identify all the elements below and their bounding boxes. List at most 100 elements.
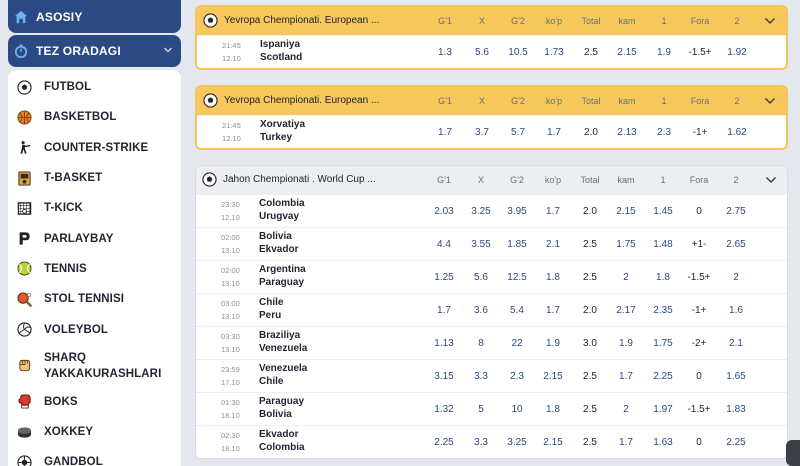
odd-cell[interactable]: 2.15 <box>616 206 636 217</box>
odd-cell[interactable]: 2.15 <box>543 437 563 448</box>
odd-cell[interactable]: 1.9 <box>546 338 560 349</box>
sidebar-item-counter-strike[interactable]: COUNTER-STRIKE <box>8 133 181 163</box>
odd-cell[interactable]: 1.62 <box>727 127 747 138</box>
odd-cell[interactable]: 1.92 <box>727 47 747 58</box>
odd-cell[interactable]: 2.25 <box>726 437 746 448</box>
odd-cell[interactable]: 1.9 <box>619 338 633 349</box>
odd-cell[interactable]: 1.83 <box>726 404 746 415</box>
odd-cell[interactable]: 1.7 <box>438 127 452 138</box>
odd-cell[interactable]: 2.35 <box>653 305 673 316</box>
odd-cell[interactable]: 2.3 <box>657 127 671 138</box>
match-row[interactable]: 23:30 12.10 Colombia Urugvay 2.03 3.25 3… <box>196 194 787 227</box>
odd-cell[interactable]: 2.15 <box>617 47 637 58</box>
odd-cell[interactable]: 3.25 <box>507 437 527 448</box>
match-row[interactable]: 02:00 13.10 Bolivia Ekvador 4.4 3.55 1.8… <box>196 227 787 260</box>
sidebar-item-gandbol[interactable]: GANDBOL <box>8 447 181 466</box>
sidebar-item-sharq-yakkakurashlari[interactable]: SHARQ YAKKAKURASHLARI <box>8 345 181 387</box>
odd-cell[interactable]: 1.3 <box>438 47 452 58</box>
odd-cell[interactable]: 3.55 <box>471 239 491 250</box>
odd-cell[interactable]: 3.3 <box>474 371 488 382</box>
match-row[interactable]: 23:59 17.10 Venezuela Chile 3.15 3.3 2.3… <box>196 359 787 392</box>
match-row[interactable]: 21:45 12.10 Xorvatiya Turkey 1.7 3.7 5.7… <box>197 115 786 148</box>
odd-cell[interactable]: 4.4 <box>437 239 451 250</box>
match-row[interactable]: 01:30 18.10 Paraguay Bolivia 1.32 5 10 1… <box>196 392 787 425</box>
odd-cell[interactable]: 1.32 <box>434 404 454 415</box>
odd-cell[interactable]: 1.7 <box>546 305 560 316</box>
match-row[interactable]: 03:30 13.10 Braziliya Venezuela 1.13 8 2… <box>196 326 787 359</box>
odd-cell[interactable]: 2.03 <box>434 206 454 217</box>
odd-cell[interactable]: 1.65 <box>726 371 746 382</box>
odd-cell[interactable]: 5.4 <box>510 305 524 316</box>
odd-cell[interactable]: 1.7 <box>547 127 561 138</box>
odd-cell[interactable]: 3.6 <box>474 305 488 316</box>
odd-cell[interactable]: 1.8 <box>546 404 560 415</box>
sidebar-item-boks[interactable]: BOKS <box>8 387 181 417</box>
odd-cell[interactable]: 2.1 <box>729 338 743 349</box>
odd-cell[interactable]: 2 <box>623 272 629 283</box>
sidebar-home[interactable]: ASOSIY <box>8 0 181 33</box>
odd-cell[interactable]: 1.25 <box>434 272 454 283</box>
odd-cell[interactable]: 2.1 <box>546 239 560 250</box>
odd-cell[interactable]: 2.15 <box>543 371 563 382</box>
chat-widget-button[interactable] <box>786 440 800 466</box>
match-row[interactable]: 03:00 13.10 Chile Peru 1.7 3.6 5.4 1.7 2… <box>196 293 787 326</box>
odd-cell[interactable]: 1.8 <box>656 272 670 283</box>
odd-cell[interactable]: 1.63 <box>653 437 673 448</box>
odd-cell[interactable]: 3.3 <box>474 437 488 448</box>
sidebar-item-basketbol[interactable]: BASKETBOL <box>8 102 181 132</box>
odd-cell[interactable]: 2 <box>733 272 739 283</box>
odd-cell[interactable]: 1.7 <box>619 371 633 382</box>
odd-cell[interactable]: 5 <box>478 404 484 415</box>
odd-cell[interactable]: 2 <box>623 404 629 415</box>
odd-cell[interactable]: 1.73 <box>544 47 564 58</box>
odd-cell[interactable]: 2.75 <box>726 206 746 217</box>
odd-cell[interactable]: 2.13 <box>617 127 637 138</box>
odd-cell[interactable]: 1.75 <box>616 239 636 250</box>
sidebar-item-t-kick[interactable]: T-KICK <box>8 193 181 223</box>
league-header[interactable]: Jahon Chempionati . World Cup ... G'1 X … <box>196 166 787 194</box>
odd-cell[interactable]: 3.15 <box>434 371 454 382</box>
odd-cell[interactable]: 1.45 <box>653 206 673 217</box>
odd-cell[interactable]: 1.85 <box>507 239 527 250</box>
odd-cell[interactable]: 10 <box>511 404 523 415</box>
sidebar-item-futbol[interactable]: FUTBOL <box>8 72 181 102</box>
sidebar-item-t-basket[interactable]: T-BASKET <box>8 163 181 193</box>
league-header[interactable]: Yevropa Chempionati. European ... G'1 X … <box>197 87 786 115</box>
odd-cell[interactable]: 1.8 <box>546 272 560 283</box>
odd-cell[interactable]: 1.48 <box>653 239 673 250</box>
match-row[interactable]: 21:45 12.10 Ispaniya Scotland 1.3 5.6 10… <box>197 35 786 68</box>
sidebar-item-parlaybay[interactable]: PARLAYBAY <box>8 223 181 253</box>
odd-cell[interactable]: 1.7 <box>437 305 451 316</box>
odd-cell[interactable]: 1.7 <box>546 206 560 217</box>
odd-cell[interactable]: 3.95 <box>507 206 527 217</box>
odd-cell[interactable]: 1.7 <box>619 437 633 448</box>
odd-cell[interactable]: 1.13 <box>434 338 454 349</box>
chevron-down-icon[interactable] <box>765 174 777 186</box>
odd-cell[interactable]: 2.65 <box>726 239 746 250</box>
odd-cell[interactable]: 12.5 <box>507 272 527 283</box>
sidebar-item-xokkey[interactable]: XOKKEY <box>8 417 181 447</box>
chevron-down-icon[interactable] <box>163 45 173 55</box>
odd-cell[interactable]: 5.7 <box>511 127 525 138</box>
chevron-down-icon[interactable] <box>764 95 776 107</box>
odd-cell[interactable]: 1.9 <box>657 47 671 58</box>
odd-cell[interactable]: 2.3 <box>510 371 524 382</box>
sidebar-item-voleybol[interactable]: VOLEYBOL <box>8 314 181 344</box>
odd-cell[interactable]: 3.25 <box>471 206 491 217</box>
odd-cell[interactable]: 1.97 <box>653 404 673 415</box>
odd-cell[interactable]: 2.17 <box>616 305 636 316</box>
odd-cell[interactable]: 2.25 <box>434 437 454 448</box>
chevron-down-icon[interactable] <box>764 15 776 27</box>
odd-cell[interactable]: 22 <box>511 338 523 349</box>
sidebar-item-stol-tennisi[interactable]: STOL TENNISI <box>8 284 181 314</box>
odd-cell[interactable]: 1.6 <box>729 305 743 316</box>
odd-cell[interactable]: 10.5 <box>508 47 528 58</box>
odd-cell[interactable]: 5.6 <box>475 47 489 58</box>
sidebar-quick[interactable]: TEZ ORADAGI <box>8 35 181 67</box>
odd-cell[interactable]: 3.7 <box>475 127 489 138</box>
odd-cell[interactable]: 8 <box>478 338 484 349</box>
league-header[interactable]: Yevropa Chempionati. European ... G'1 X … <box>197 7 786 35</box>
odd-cell[interactable]: 2.25 <box>653 371 673 382</box>
odd-cell[interactable]: 5.6 <box>474 272 488 283</box>
match-row[interactable]: 02:30 18.10 Ekvador Colombia 2.25 3.3 3.… <box>196 425 787 458</box>
